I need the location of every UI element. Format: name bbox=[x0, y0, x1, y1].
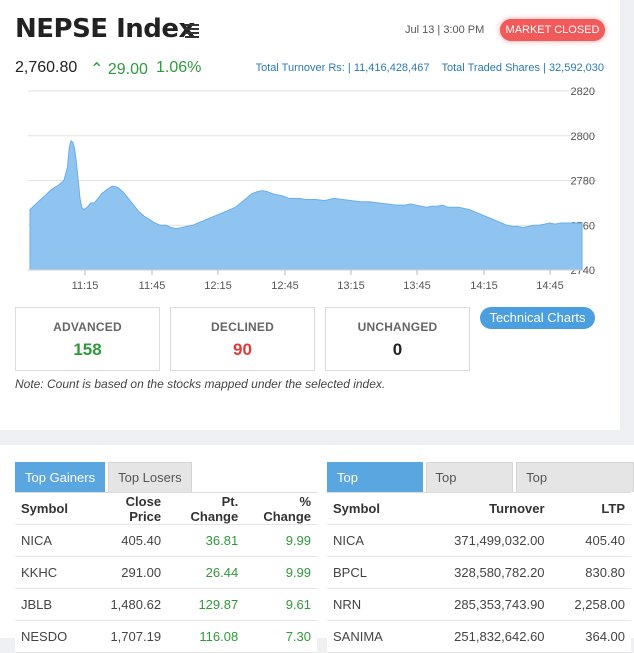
y-tick-label: 2780 bbox=[571, 176, 595, 188]
index-change: ⌃ 29.00 bbox=[90, 59, 148, 79]
symbol-cell[interactable]: SANIMA bbox=[327, 620, 419, 653]
turnover-tabs: Top Turnover Top Volume Top Transactions bbox=[327, 462, 634, 514]
table-row[interactable]: NESDO 1,707.19 116.08 7.30 bbox=[15, 620, 317, 653]
x-tick-label: 13:45 bbox=[403, 280, 431, 292]
table-header-row: Symbol Close Price Pt. Change % Change bbox=[15, 492, 317, 525]
table-row[interactable]: NICA 405.40 36.81 9.99 bbox=[15, 524, 317, 557]
advanced-box: ADVANCED 158 bbox=[15, 307, 160, 371]
declined-count: 90 bbox=[233, 340, 252, 359]
index-area-series[interactable] bbox=[29, 139, 583, 271]
market-datetime: Jul 13 | 3:00 PM bbox=[405, 24, 485, 36]
value-cell: 36.81 bbox=[167, 524, 245, 557]
declined-label: DECLINED bbox=[211, 320, 274, 334]
table-row[interactable]: KKHC 291.00 26.44 9.99 bbox=[15, 556, 317, 589]
page-title: NEPSE Index bbox=[15, 14, 195, 44]
unchanged-count: 0 bbox=[392, 340, 403, 359]
traded-shares-label: Total Traded Shares bbox=[441, 62, 540, 74]
value-cell: 364.00 bbox=[550, 620, 631, 653]
x-tick-label: 14:15 bbox=[470, 280, 498, 292]
value-cell: 26.44 bbox=[167, 556, 245, 589]
symbol-cell[interactable]: BPCL bbox=[327, 556, 419, 589]
column-header[interactable]: Turnover bbox=[419, 492, 551, 525]
table-row[interactable]: BPCL 328,580,782.20 830.80 bbox=[327, 556, 631, 589]
menu-icon[interactable] bbox=[185, 24, 199, 38]
unchanged-box: UNCHANGED 0 bbox=[325, 307, 470, 371]
value-cell: 1,480.62 bbox=[87, 588, 168, 621]
advanced-count: 158 bbox=[73, 340, 102, 359]
value-cell: 830.80 bbox=[550, 556, 631, 589]
column-header[interactable]: LTP bbox=[550, 492, 631, 525]
value-cell: 9.61 bbox=[244, 588, 317, 621]
table-row[interactable]: SANIMA 251,832,642.60 364.00 bbox=[327, 620, 631, 653]
value-cell: 405.40 bbox=[87, 524, 168, 557]
value-cell: 7.30 bbox=[244, 620, 317, 653]
gainers-table: Symbol Close Price Pt. Change % Change N… bbox=[15, 492, 317, 653]
table-row[interactable]: JBLB 1,480.62 129.87 9.61 bbox=[15, 588, 317, 621]
symbol-cell[interactable]: JBLB bbox=[15, 588, 87, 621]
value-cell: 285,353,743.90 bbox=[419, 588, 551, 621]
y-tick-label: 2820 bbox=[571, 86, 595, 98]
advanced-label: ADVANCED bbox=[53, 320, 122, 334]
tab-top-transactions[interactable]: Top Transactions bbox=[516, 462, 634, 514]
x-tick-label: 11:45 bbox=[139, 280, 166, 292]
symbol-cell[interactable]: NRN bbox=[327, 588, 419, 621]
arrow-up-icon: ⌃ bbox=[90, 61, 104, 78]
market-status-badge: MARKET CLOSED bbox=[500, 19, 605, 41]
tab-top-gainers[interactable]: Top Gainers bbox=[15, 462, 106, 492]
symbol-cell[interactable]: NESDO bbox=[15, 620, 87, 653]
value-cell: 328,580,782.20 bbox=[419, 556, 551, 589]
value-cell: 9.99 bbox=[244, 556, 317, 589]
index-change-value: 29.00 bbox=[107, 61, 148, 78]
gainers-tabs: Top Gainers Top Losers bbox=[15, 462, 192, 492]
symbol-cell[interactable]: NICA bbox=[15, 524, 87, 557]
x-tick-label: 13:15 bbox=[337, 280, 365, 292]
table-header-row: Symbol Turnover LTP bbox=[327, 492, 631, 525]
value-cell: 2,258.00 bbox=[550, 588, 631, 621]
value-cell: 251,832,642.60 bbox=[419, 620, 551, 653]
declined-box: DECLINED 90 bbox=[170, 307, 315, 371]
symbol-cell[interactable]: KKHC bbox=[15, 556, 87, 589]
column-header[interactable]: % Change bbox=[244, 492, 317, 525]
value-cell: 9.99 bbox=[244, 524, 317, 557]
value-cell: 405.40 bbox=[550, 524, 631, 557]
x-tick-label: 12:45 bbox=[271, 280, 299, 292]
table-row[interactable]: NICA 371,499,032.00 405.40 bbox=[327, 524, 631, 557]
turnover-summary: Total Turnover Rs: | 11,416,428,467 Tota… bbox=[255, 62, 604, 74]
x-tick-label: 12:15 bbox=[204, 280, 232, 292]
column-header[interactable]: Close Price bbox=[87, 492, 168, 525]
value-cell: 1,707.19 bbox=[87, 620, 168, 653]
turnover-label: Total Turnover Rs: bbox=[255, 62, 345, 74]
x-tick-label: 11:15 bbox=[72, 280, 99, 292]
traded-shares-value: 32,592,030 bbox=[548, 62, 604, 74]
tab-top-losers[interactable]: Top Losers bbox=[108, 462, 192, 492]
value-cell: 371,499,032.00 bbox=[419, 524, 551, 557]
table-row[interactable]: NRN 285,353,743.90 2,258.00 bbox=[327, 588, 631, 621]
column-header[interactable]: Symbol bbox=[15, 492, 87, 525]
index-value: 2,760.80 bbox=[15, 59, 78, 76]
x-tick-label: 14:45 bbox=[536, 280, 564, 292]
symbol-cell[interactable]: NICA bbox=[327, 524, 419, 557]
y-tick-label: 2800 bbox=[571, 131, 595, 143]
tab-top-turnover[interactable]: Top Turnover bbox=[327, 462, 423, 514]
value-cell: 291.00 bbox=[87, 556, 168, 589]
index-change-percent: 1.06% bbox=[156, 59, 202, 76]
technical-charts-button[interactable]: Technical Charts bbox=[480, 307, 595, 329]
unchanged-label: UNCHANGED bbox=[357, 320, 438, 334]
value-cell: 129.87 bbox=[167, 588, 245, 621]
column-header[interactable]: Pt. Change bbox=[167, 492, 245, 525]
turnover-value: 11,416,428,467 bbox=[353, 62, 430, 74]
tab-top-volume[interactable]: Top Volume bbox=[425, 462, 514, 514]
value-cell: 116.08 bbox=[167, 620, 245, 653]
turnover-table: Symbol Turnover LTP NICA 371,499,032.00 40… bbox=[327, 492, 631, 653]
index-note: Note: Count is based on the stocks mappe… bbox=[15, 377, 386, 391]
column-header[interactable]: Symbol bbox=[327, 492, 419, 525]
